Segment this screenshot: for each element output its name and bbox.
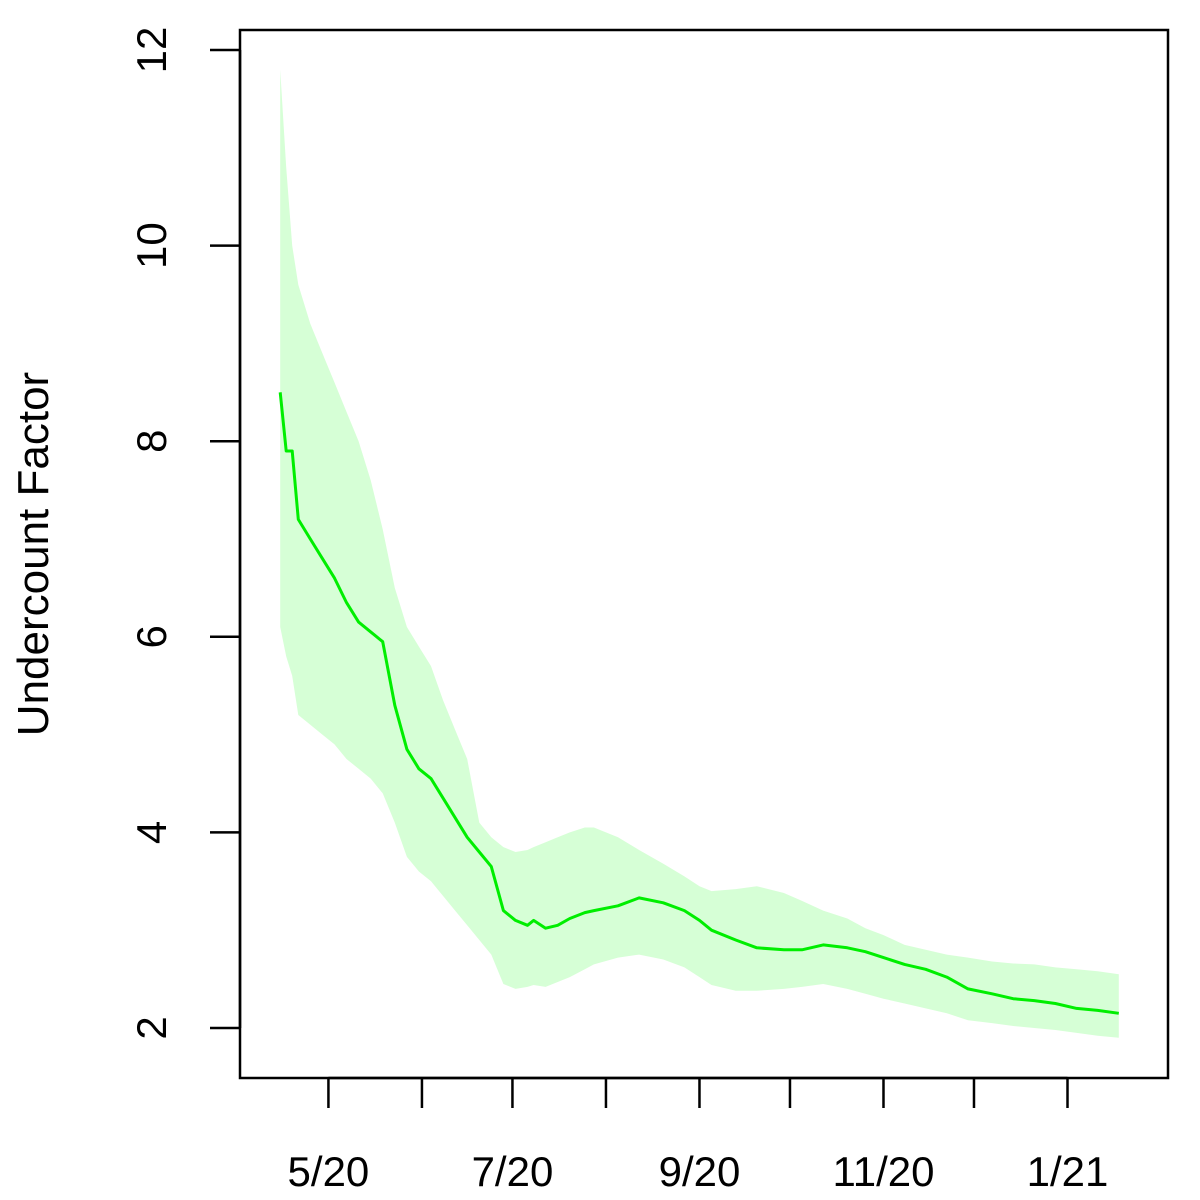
x-tick-label: 11/20: [832, 1148, 934, 1195]
confidence-band-area: [280, 69, 1119, 1038]
y-tick-label: 2: [128, 1016, 175, 1039]
x-tick-label: 7/20: [472, 1148, 554, 1195]
y-tick-label: 10: [128, 222, 175, 269]
x-axis: 5/20 7/20 9/20 11/20 1/21: [288, 1076, 1109, 1195]
x-tick-label: 5/20: [288, 1148, 370, 1195]
y-tick-label: 4: [128, 821, 175, 844]
y-axis-title: Undercount Factor: [9, 372, 58, 736]
series-line-group: [278, 392, 1120, 1015]
x-tick-label: 9/20: [659, 1148, 741, 1195]
confidence-band: [280, 69, 1119, 1038]
y-tick-label: 6: [128, 625, 175, 648]
undercount-series-line: [278, 392, 1120, 1015]
y-tick-label: 12: [128, 27, 175, 74]
y-axis: 2 4 6 8 10 12: [128, 27, 242, 1040]
x-tick-label: 1/21: [1027, 1148, 1109, 1195]
y-tick-label: 8: [128, 430, 175, 453]
